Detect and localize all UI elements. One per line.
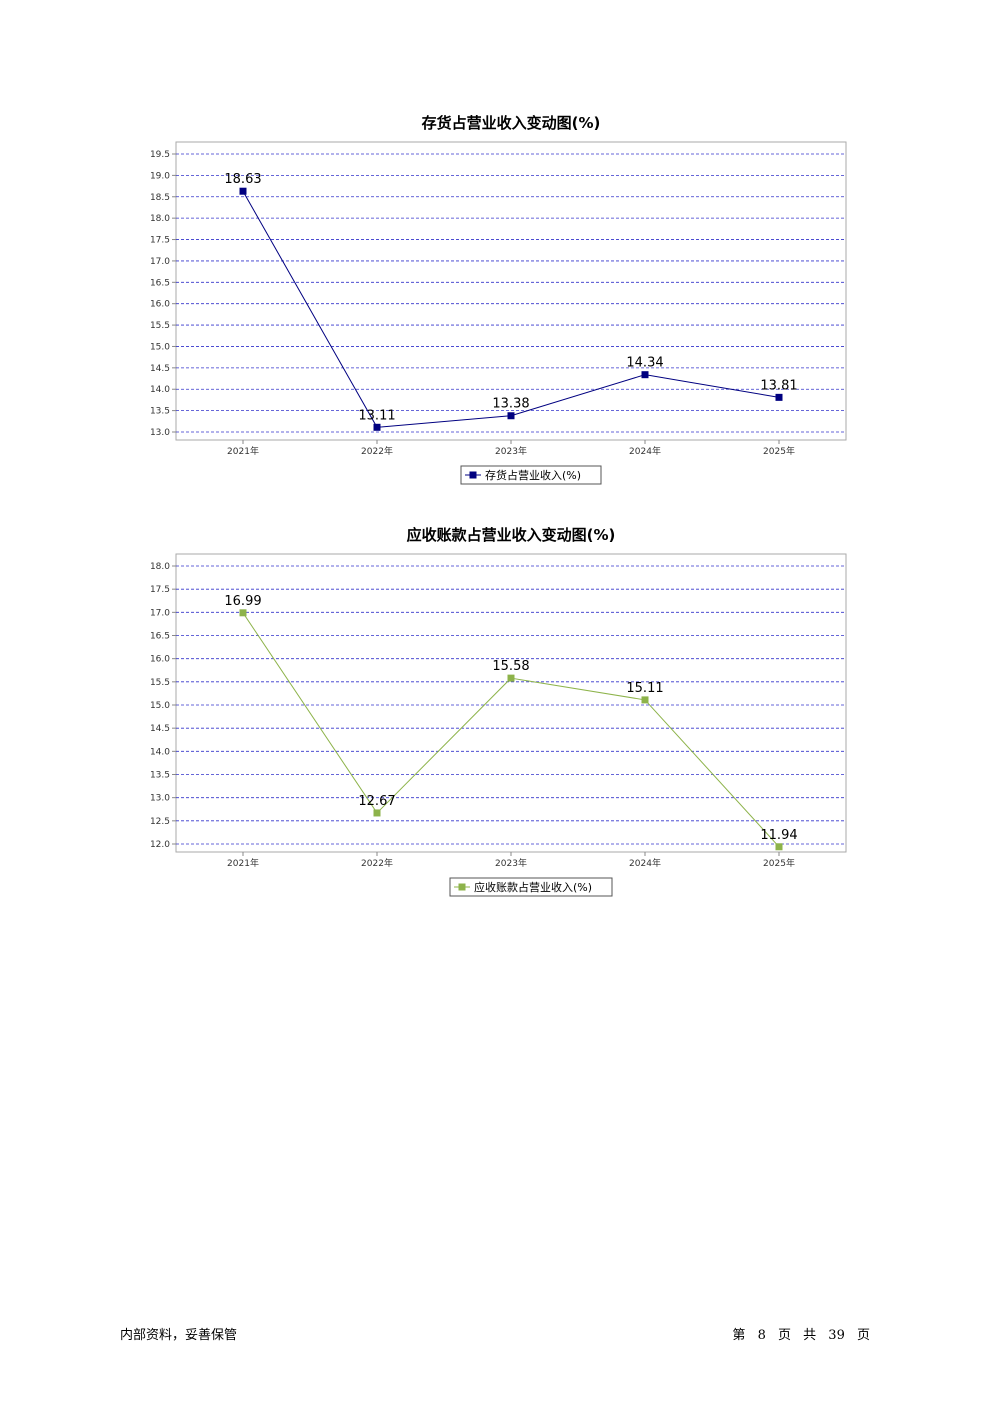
chart-title: 存货占营业收入变动图(%) <box>422 114 601 132</box>
footer-page-info: 第 8 页 共 39 页 <box>730 1324 872 1343</box>
inventory-ratio-chart: 存货占营业收入变动图(%) 13.0 13.5 14.0 14.5 15.0 15.5 16.… <box>0 110 992 490</box>
legend-label: 存货占营业收入(%) <box>485 468 581 482</box>
y-tick-label: 13.0 <box>150 794 170 804</box>
x-tick-label: 2024年 <box>629 445 661 457</box>
data-point <box>239 187 247 195</box>
legend-box <box>460 465 602 485</box>
data-label: 15.58 <box>492 659 529 674</box>
data-label: 13.81 <box>760 378 797 393</box>
data-point <box>641 371 649 379</box>
receivables-ratio-chart: 应收账款占营业收入变动图(%) 12.0 12.5 13.0 13.5 14.0 14.5 1… <box>0 522 992 902</box>
footer-total-pages: 39 <box>828 1328 845 1343</box>
y-tick-label: 14.5 <box>150 724 170 734</box>
data-point <box>641 696 649 704</box>
y-tick-label: 14.0 <box>150 385 170 395</box>
inventory-ratio-chart-svg: 存货占营业收入变动图(%) 13.0 13.5 14.0 14.5 15.0 15.5 16.… <box>150 114 847 485</box>
y-tick-label: 16.5 <box>150 278 170 288</box>
y-tick-label: 18.5 <box>150 193 170 203</box>
data-label: 11.94 <box>760 828 797 843</box>
y-tick-label: 13.0 <box>150 428 170 438</box>
x-tick-label: 2024年 <box>629 857 661 869</box>
y-tick-label: 19.5 <box>150 150 170 160</box>
y-tick-label: 15.0 <box>150 342 170 352</box>
legend-box <box>449 877 613 897</box>
y-tick-label: 16.0 <box>150 655 170 665</box>
data-point <box>507 412 515 420</box>
x-tick-label: 2025年 <box>763 857 795 869</box>
footer-page-unit: 页 <box>777 1328 791 1343</box>
data-point <box>239 609 247 617</box>
y-tick-label: 18.0 <box>150 562 170 572</box>
data-point <box>373 423 381 431</box>
y-tick-label: 13.5 <box>150 771 170 781</box>
receivables-ratio-chart-svg: 应收账款占营业收入变动图(%) 12.0 12.5 13.0 13.5 14.0 14.5 1… <box>150 526 847 897</box>
data-label: 15.11 <box>626 681 663 696</box>
y-tick-label: 17.5 <box>150 236 170 246</box>
x-tick-label: 2022年 <box>361 857 393 869</box>
data-label: 16.99 <box>224 594 261 609</box>
data-point <box>373 809 381 817</box>
y-tick-label: 19.0 <box>150 171 170 181</box>
y-tick-label: 13.5 <box>150 407 170 417</box>
plot-area <box>175 553 847 853</box>
y-tick-label: 17.5 <box>150 585 170 595</box>
footer-total-prefix: 共 <box>803 1328 817 1343</box>
x-tick-label: 2023年 <box>495 445 527 457</box>
data-point <box>775 393 783 401</box>
data-label: 13.38 <box>492 397 529 412</box>
data-point <box>775 843 783 851</box>
footer-total-unit: 页 <box>856 1328 870 1343</box>
data-label: 14.34 <box>626 356 663 371</box>
data-label: 12.67 <box>358 794 395 809</box>
y-tick-label: 15.5 <box>150 321 170 331</box>
y-tick-label: 16.0 <box>150 300 170 310</box>
data-point <box>507 674 515 682</box>
legend-marker <box>458 883 466 891</box>
y-tick-label: 14.5 <box>150 364 170 374</box>
y-tick-label: 17.0 <box>150 257 170 267</box>
y-tick-label: 15.0 <box>150 701 170 711</box>
y-tick-label: 14.0 <box>150 747 170 757</box>
y-tick-label: 15.5 <box>150 678 170 688</box>
plot-area <box>175 141 847 441</box>
footer-confidential-note: 内部资料，妥善保管 <box>120 1328 238 1343</box>
x-tick-label: 2022年 <box>361 445 393 457</box>
legend-label: 应收账款占营业收入(%) <box>474 880 592 894</box>
y-tick-label: 12.0 <box>150 840 170 850</box>
x-tick-label: 2023年 <box>495 857 527 869</box>
chart-title: 应收账款占营业收入变动图(%) <box>407 526 616 544</box>
legend-marker <box>469 471 477 479</box>
y-tick-label: 17.0 <box>150 608 170 618</box>
x-tick-label: 2021年 <box>227 445 259 457</box>
x-tick-label: 2021年 <box>227 857 259 869</box>
x-tick-label: 2025年 <box>763 445 795 457</box>
data-label: 18.63 <box>224 172 261 187</box>
y-tick-label: 12.5 <box>150 817 170 827</box>
y-tick-label: 16.5 <box>150 632 170 642</box>
y-tick-label: 18.0 <box>150 214 170 224</box>
footer-page-number: 8 <box>757 1328 766 1343</box>
footer-page-prefix: 第 <box>732 1328 746 1343</box>
data-label: 13.11 <box>358 408 395 423</box>
